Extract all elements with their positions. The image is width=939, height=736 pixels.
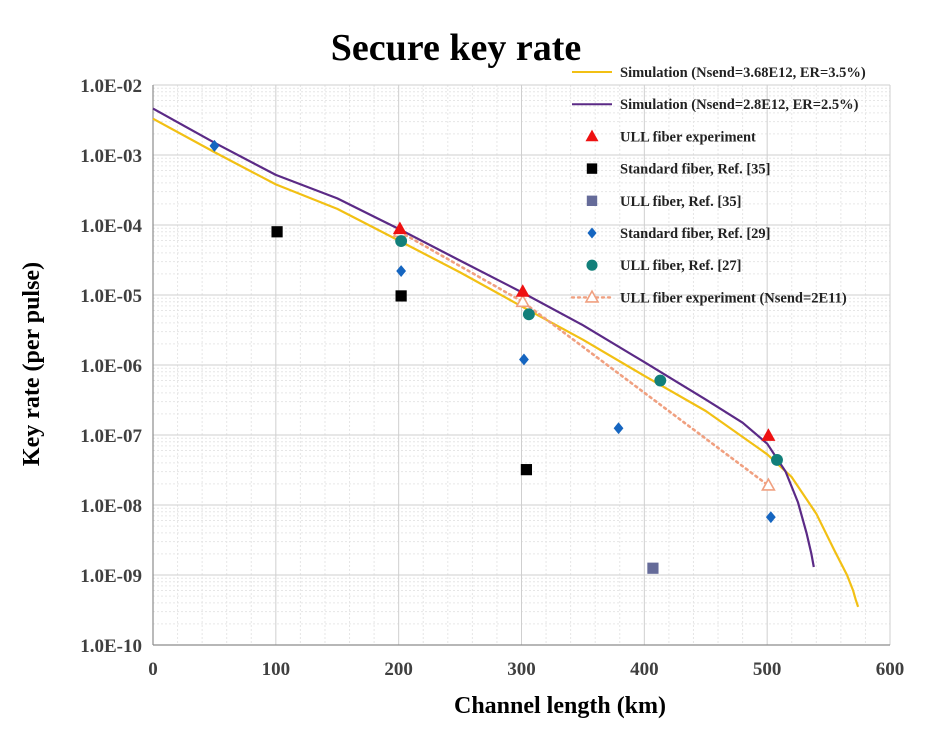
legend: Simulation (Nsend=3.68E12, ER=3.5%) Simul… <box>570 65 866 306</box>
y-tick-label: 1.0E-05 <box>80 286 142 307</box>
series-simulation-nsend-2-8e12-er-2-5 <box>152 107 815 568</box>
x-tick-label: 100 <box>262 659 291 680</box>
legend-label: Simulation (Nsend=3.68E12, ER=3.5%) <box>620 65 866 81</box>
y-axis-title: Key rate (per pulse) <box>19 262 45 466</box>
legend-entry: ULL fiber experiment <box>585 129 756 145</box>
legend-label: Simulation (Nsend=2.8E12, ER=2.5%) <box>620 97 859 113</box>
data-point <box>395 235 408 247</box>
data-point <box>522 308 535 321</box>
y-tick-label: 1.0E-08 <box>80 496 142 517</box>
y-tick-label: 1.0E-06 <box>80 356 142 377</box>
legend-label: ULL fiber experiment <box>620 129 756 145</box>
axes-layer: 0 100 200 300 400 500 600 1.0E-02 1.0E-03 1.0E-04… <box>80 76 904 680</box>
data-point <box>515 293 531 308</box>
legend-marker <box>585 129 599 142</box>
legend-label: ULL fiber, Ref. [35] <box>620 194 742 210</box>
legend-label: ULL fiber, Ref. [27] <box>620 258 742 274</box>
data-point <box>396 265 407 277</box>
legend-marker <box>586 195 598 206</box>
data-point <box>771 454 783 466</box>
data-point <box>520 464 533 476</box>
data-point <box>761 477 776 491</box>
legend-entry: Standard fiber, Ref. [35] <box>586 162 771 178</box>
legend-entry: ULL fiber, Ref. [35] <box>586 194 742 210</box>
chart-title: Secure key rate <box>331 27 581 69</box>
series-standard-fiber-ref-35 <box>271 226 533 476</box>
data-point <box>209 139 220 152</box>
series-dotted-line <box>398 230 770 487</box>
legend-marker <box>586 259 598 271</box>
y-tick-label: 1.0E-02 <box>80 76 142 97</box>
data-point <box>519 353 529 366</box>
series-layer <box>152 107 860 608</box>
x-tick-label: 200 <box>384 659 413 680</box>
data-point <box>765 511 776 524</box>
x-tick-label: 600 <box>876 659 905 680</box>
legend-entry: ULL fiber, Ref. [27] <box>586 258 742 274</box>
data-point <box>613 422 624 435</box>
data-point <box>395 290 407 302</box>
legend-marker <box>587 227 597 239</box>
y-tick-label: 1.0E-09 <box>80 566 142 587</box>
series-ull-fiber-ref-27 <box>395 235 783 466</box>
y-tick-label: 1.0E-04 <box>80 216 142 237</box>
legend-label: Standard fiber, Ref. [35] <box>620 162 771 178</box>
series-simulation-nsend-3-68e12-er-3-5 <box>152 117 860 608</box>
series-line <box>152 107 815 568</box>
legend-label: ULL fiber experiment (Nsend=2E11) <box>620 290 847 306</box>
legend-marker <box>584 289 600 303</box>
series-ull-fiber-experiment <box>392 221 776 441</box>
series-standard-fiber-ref-29 <box>209 139 776 524</box>
legend-entry: Standard fiber, Ref. [29] <box>587 226 771 242</box>
x-tick-label: 0 <box>148 659 158 680</box>
x-tick-label: 400 <box>630 659 659 680</box>
series-ull-fiber-ref-35 <box>647 562 659 574</box>
y-tick-label: 1.0E-10 <box>80 636 142 657</box>
legend-entry: Simulation (Nsend=3.68E12, ER=3.5%) <box>572 65 866 81</box>
y-tick-label: 1.0E-07 <box>80 426 142 447</box>
data-point <box>647 562 659 574</box>
x-axis-title: Channel length (km) <box>454 693 666 719</box>
legend-entry: ULL fiber experiment (Nsend=2E11) <box>570 289 847 306</box>
data-point <box>392 221 407 235</box>
data-point <box>761 428 776 441</box>
y-tick-label: 1.0E-03 <box>80 146 142 167</box>
data-point <box>654 374 667 387</box>
x-tick-label: 300 <box>507 659 536 680</box>
grid-layer <box>152 84 891 646</box>
legend-entry: Simulation (Nsend=2.8E12, ER=2.5%) <box>572 97 859 113</box>
legend-marker <box>586 163 598 174</box>
data-point <box>271 226 283 238</box>
legend-label: Standard fiber, Ref. [29] <box>620 226 771 242</box>
x-tick-label: 500 <box>753 659 782 680</box>
data-point <box>515 284 530 297</box>
series-line <box>152 117 860 608</box>
